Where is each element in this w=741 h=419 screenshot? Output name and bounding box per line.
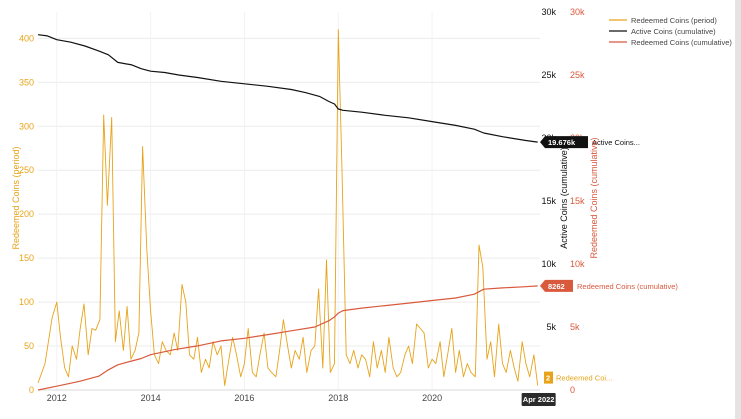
y-left-tick-label: 100	[19, 297, 34, 307]
y-left-tick-label: 400	[19, 33, 34, 43]
hover-tag-active-name: Active Coins...	[592, 138, 640, 147]
hover-x-label-text: Apr 2022	[523, 395, 555, 404]
y-left-tick-label: 300	[19, 121, 34, 131]
hover-layer: 19.676k Active Coins... 8262 Redeemed Coins…	[521, 136, 678, 406]
y-active-tick-label: 25k	[541, 70, 556, 80]
y-left-tick-label: 150	[19, 253, 34, 263]
series-layer	[37, 29, 539, 391]
x-tick-label: 2012	[47, 393, 67, 403]
y-redeemed-tick-label: 10k	[570, 259, 585, 269]
x-axis: 2012 2014 2016 2018 2020	[38, 389, 540, 403]
legend-item[interactable]: Redeemed Coins (cumulative)	[609, 38, 732, 47]
hover-tag-redeemed-name: Redeemed Coins (cumulative)	[577, 282, 678, 291]
y-active-tick-label: 30k	[541, 7, 556, 17]
legend-label: Active Coins (cumulative)	[631, 27, 716, 36]
y-redeemed-tick-label: 25k	[570, 70, 585, 80]
x-tick-label: 2018	[328, 393, 348, 403]
y-redeemed-tick-label: 0	[570, 385, 575, 395]
hover-tag-active-box	[540, 136, 588, 149]
x-tick-label: 2020	[422, 393, 442, 403]
right-border	[735, 0, 741, 419]
x-tick-label: 2016	[234, 393, 254, 403]
y-left-tick-label: 350	[19, 77, 34, 87]
hover-tag-period-name: Redeemed Coi...	[556, 374, 612, 383]
hover-tag-period: 2 Redeemed Coi...	[544, 371, 612, 384]
y-active-title: Active Coins (cumulative)	[559, 147, 569, 249]
y-left-title: Redeemed Coins (period)	[11, 146, 21, 249]
legend[interactable]: Redeemed Coins (period) Active Coins (cum…	[609, 16, 732, 47]
hover-tag-redeemed-box	[540, 279, 573, 292]
y-active-tick-label: 5k	[546, 322, 556, 332]
hover-tag-period-value: 2	[546, 374, 550, 383]
y-left-tick-label: 250	[19, 165, 34, 175]
y-active-tick-label: 15k	[541, 196, 556, 206]
x-tick-label: 2014	[141, 393, 161, 403]
y-left-tick-label: 50	[24, 341, 34, 351]
hover-x-label: Apr 2022	[521, 393, 556, 406]
hover-tag-period-box	[544, 371, 553, 384]
hover-tag-active-value: 19.676k	[548, 138, 576, 147]
y-redeemed-tick-label: 30k	[570, 7, 585, 17]
y-left-tick-label: 0	[29, 385, 34, 395]
y-axis-left: 0 50 100 150 200 250 300 350 400	[19, 33, 34, 395]
legend-label: Redeemed Coins (period)	[631, 16, 717, 25]
grid	[38, 12, 540, 391]
y-active-tick-label: 10k	[541, 259, 556, 269]
y-left-tick-label: 200	[19, 209, 34, 219]
legend-label: Redeemed Coins (cumulative)	[631, 38, 732, 47]
hover-tag-redeemed: 8262 Redeemed Coins (cumulative)	[540, 279, 678, 292]
hover-x-label-box	[521, 393, 556, 406]
hover-tag-redeemed-value: 8262	[548, 282, 565, 291]
legend-item[interactable]: Redeemed Coins (period)	[609, 16, 717, 25]
y-redeemed-tick-label: 5k	[570, 322, 580, 332]
y-redeemed-title: Redeemed Coins (cumulative)	[589, 137, 599, 258]
hover-tag-active: 19.676k Active Coins...	[540, 136, 640, 149]
series-line-redeemed-cumulative	[37, 285, 538, 391]
series-line-redeemed-period	[37, 29, 539, 387]
y-redeemed-tick-label: 15k	[570, 196, 585, 206]
series-line-active-cumulative	[37, 34, 538, 143]
legend-item[interactable]: Active Coins (cumulative)	[609, 27, 716, 36]
